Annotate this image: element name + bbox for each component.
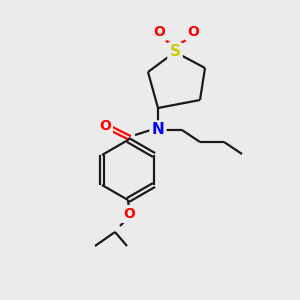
Text: S: S <box>169 44 181 59</box>
Text: O: O <box>123 207 135 221</box>
Text: O: O <box>187 25 199 39</box>
Text: O: O <box>153 25 165 39</box>
Text: O: O <box>99 119 111 133</box>
Text: N: N <box>152 122 164 137</box>
